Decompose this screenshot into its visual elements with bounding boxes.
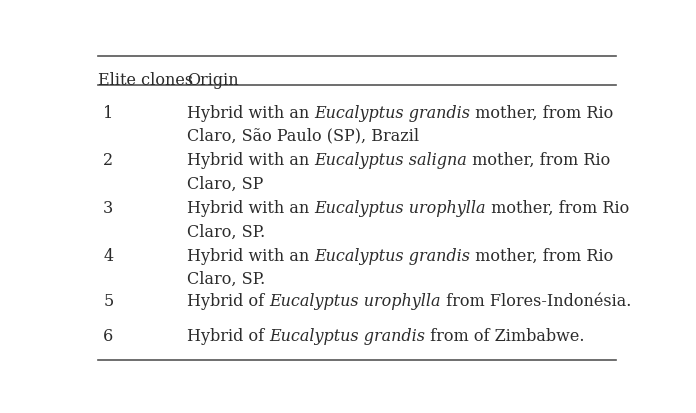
Text: Origin: Origin <box>187 72 239 89</box>
Text: Claro, SP.: Claro, SP. <box>187 223 265 240</box>
Text: Hybrid with an: Hybrid with an <box>187 152 314 169</box>
Text: 1: 1 <box>103 104 113 121</box>
Text: Hybrid of: Hybrid of <box>187 327 269 344</box>
Text: from Flores-Indonésia.: from Flores-Indonésia. <box>441 292 631 309</box>
Text: mother, from Rio: mother, from Rio <box>486 199 629 217</box>
Text: mother, from Rio: mother, from Rio <box>470 104 613 121</box>
Text: Claro, SP: Claro, SP <box>187 175 263 192</box>
Text: Claro, SP.: Claro, SP. <box>187 271 265 287</box>
Text: mother, from Rio: mother, from Rio <box>470 247 613 264</box>
Text: Hybrid with an: Hybrid with an <box>187 247 314 264</box>
Text: Eucalyptus urophylla: Eucalyptus urophylla <box>314 199 486 217</box>
Text: Eucalyptus grandis: Eucalyptus grandis <box>314 104 470 121</box>
Text: 2: 2 <box>103 152 113 169</box>
Text: Hybrid with an: Hybrid with an <box>187 104 314 121</box>
Text: Eucalyptus saligna: Eucalyptus saligna <box>314 152 467 169</box>
Text: 3: 3 <box>103 199 113 217</box>
Text: Claro, São Paulo (SP), Brazil: Claro, São Paulo (SP), Brazil <box>187 128 419 145</box>
Text: 6: 6 <box>103 327 113 344</box>
Text: Elite clones: Elite clones <box>97 72 193 89</box>
Text: 5: 5 <box>103 292 113 309</box>
Text: Hybrid with an: Hybrid with an <box>187 199 314 217</box>
Text: Eucalyptus urophylla: Eucalyptus urophylla <box>269 292 441 309</box>
Text: Hybrid of: Hybrid of <box>187 292 269 309</box>
Text: mother, from Rio: mother, from Rio <box>467 152 610 169</box>
Text: from of Zimbabwe.: from of Zimbabwe. <box>425 327 585 344</box>
Text: Eucalyptus grandis: Eucalyptus grandis <box>314 247 470 264</box>
Text: Eucalyptus grandis: Eucalyptus grandis <box>269 327 425 344</box>
Text: 4: 4 <box>103 247 113 264</box>
